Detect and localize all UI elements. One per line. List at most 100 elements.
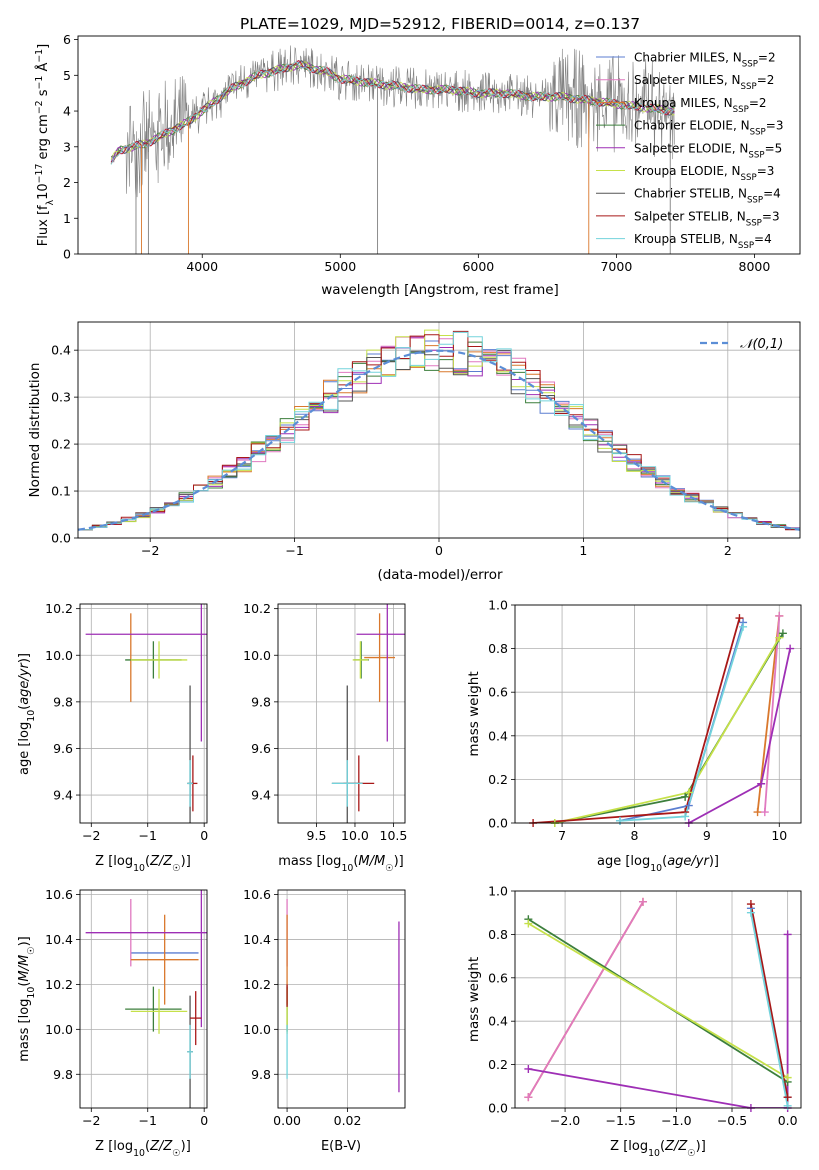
text-span: =2 xyxy=(749,96,767,110)
legend-label: Chabrier ELODIE, NSSP=3 xyxy=(634,119,783,138)
spectrum-model-line xyxy=(111,59,675,162)
y-tick-label: 10.2 xyxy=(45,977,73,992)
text-span: SSP xyxy=(750,128,766,138)
text-span: ( xyxy=(145,854,150,869)
text-span: )] xyxy=(709,854,719,869)
y-tick-label: 0.0 xyxy=(488,816,508,831)
text-span: Z [log xyxy=(610,1139,648,1154)
y-tick-label: 10.4 xyxy=(45,932,73,947)
text-span: Salpeter STELIB, N xyxy=(634,209,746,223)
y-tick-label: 0.1 xyxy=(51,484,71,499)
x-tick-label: 8000 xyxy=(739,259,771,274)
weight-marker xyxy=(681,792,690,801)
plot-area xyxy=(331,604,405,823)
spectrum-data-line xyxy=(110,45,675,200)
weight-line xyxy=(750,912,789,1106)
y-tick-label: 0.6 xyxy=(488,970,508,985)
y-tick-label: 10.2 xyxy=(45,601,73,616)
axes-frame xyxy=(514,604,802,824)
y-tick-label: 9.8 xyxy=(53,1067,73,1082)
text-span: age/yr xyxy=(17,661,32,704)
x-tick-label: 0 xyxy=(435,543,443,558)
y-tick-label: 4 xyxy=(63,104,71,119)
x-tick-label: 7 xyxy=(558,828,566,843)
text-span: SSP xyxy=(741,82,757,92)
weight-marker xyxy=(681,812,690,821)
plot-area xyxy=(533,615,791,823)
weight-marker xyxy=(778,629,787,638)
text-span: )] xyxy=(181,854,191,869)
y-axis-label: Normed distribution xyxy=(27,363,43,498)
spectrum-model-line xyxy=(110,61,675,165)
text-span: ( xyxy=(662,854,667,869)
text-span: SSP xyxy=(747,196,763,206)
x-tick-label: 9.5 xyxy=(307,828,327,843)
text-span: ☉ xyxy=(172,1148,180,1159)
x-tick-label: 10.0 xyxy=(341,828,369,843)
x-axis-label: Z [log10(Z/Z☉)] xyxy=(95,1139,191,1159)
text-span: age/yr xyxy=(667,854,710,869)
x-tick-label: −1.0 xyxy=(661,1113,691,1128)
weight-marker xyxy=(524,1093,533,1102)
x-tick-label: 10 xyxy=(771,828,787,843)
text-span: 10 xyxy=(36,183,51,200)
text-span: =3 xyxy=(762,209,780,223)
spectrum-model-line xyxy=(110,60,675,158)
text-span: ( xyxy=(17,705,32,710)
y-tick-label: 0.2 xyxy=(51,437,71,452)
y-tick-label: 10.6 xyxy=(45,887,73,902)
text-span: 10 xyxy=(26,710,37,722)
text-span: Z [log xyxy=(95,1139,133,1154)
text-span: )] xyxy=(181,1139,191,1154)
panel-residuals: −2 −1 0 1 2 0.0 0.1 0.2 0.3 0.4 𝒩(0,1) (data-model)… xyxy=(27,321,801,583)
text-span: s xyxy=(36,89,51,100)
x-tick-label: 0.02 xyxy=(334,1113,362,1128)
text-span: ☉ xyxy=(26,946,37,954)
y-tick-label: 9.6 xyxy=(53,741,73,756)
axes-frame xyxy=(79,603,208,824)
spectrum-model-line xyxy=(110,63,675,163)
weight-marker xyxy=(746,900,755,909)
text-span: M/M xyxy=(17,955,32,982)
text-span: SSP xyxy=(738,241,754,251)
weight-marker xyxy=(615,816,624,825)
panel-weight_vs_Z: −2.0 −1.5 −1.0 −0.5 0.0 0.0 0.2 0.4 0.6 0.8 1.0 mas… xyxy=(466,884,802,1159)
y-tick-label: 0.4 xyxy=(488,1014,508,1029)
text-span: SSP xyxy=(748,150,764,160)
text-span: Chabrier STELIB, N xyxy=(634,187,747,201)
y-tick-label: 10.2 xyxy=(243,977,271,992)
y-tick-label: 9.6 xyxy=(251,741,271,756)
y-tick-label: 5 xyxy=(63,68,71,83)
y-tick-label: 0.2 xyxy=(488,772,508,787)
text-span: =4 xyxy=(763,187,781,201)
x-tick-label: 1 xyxy=(579,543,587,558)
axes-frame xyxy=(77,35,801,255)
x-tick-label: 5000 xyxy=(324,259,356,274)
weight-marker xyxy=(684,801,693,810)
plot-area xyxy=(85,604,207,823)
plot-area xyxy=(78,329,800,531)
y-tick-label: 0.0 xyxy=(488,1101,508,1116)
text-span: SSP xyxy=(741,173,757,183)
plot-area xyxy=(110,45,675,254)
legend-label: Kroupa MILES, NSSP=2 xyxy=(634,96,767,115)
panel-mass_vs_ebv: 0.00 0.02 9.8 10.0 10.2 10.4 10.6 E(B-V) xyxy=(243,887,406,1154)
y-tick-label: 1 xyxy=(63,211,71,226)
weight-line xyxy=(763,615,781,813)
y-tick-label: 10.0 xyxy=(45,1022,73,1037)
y-tick-label: 0.2 xyxy=(488,1057,508,1072)
y-tick-label: 10.2 xyxy=(243,601,271,616)
x-tick-label: 0 xyxy=(200,828,208,843)
y-tick-label: 0.8 xyxy=(488,641,508,656)
y-tick-label: 0.0 xyxy=(51,531,71,546)
text-span: 10 xyxy=(341,863,353,874)
x-tick-label: −2 xyxy=(141,543,159,558)
legend-label: Kroupa STELIB, NSSP=4 xyxy=(634,232,772,251)
text-span: ☉ xyxy=(687,1148,695,1159)
weight-line xyxy=(554,637,781,823)
text-span: 10 xyxy=(648,1148,660,1159)
y-tick-label: 10.0 xyxy=(45,648,73,663)
text-span: ] xyxy=(36,44,51,49)
x-tick-label: 4000 xyxy=(186,259,218,274)
normal-curve xyxy=(78,349,800,531)
